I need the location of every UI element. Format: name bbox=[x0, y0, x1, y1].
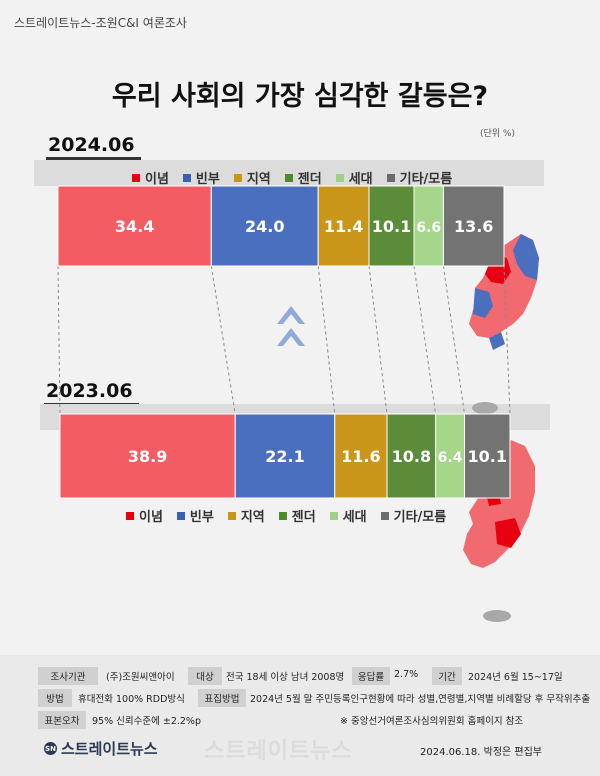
bar-value-label: 6.6 bbox=[416, 220, 441, 236]
brand-logo-icon: SN bbox=[44, 742, 57, 755]
bar-segment bbox=[210, 185, 319, 267]
response: 2.7% bbox=[394, 669, 419, 680]
legend-item: 기타/모름 bbox=[380, 506, 447, 525]
legend-swatch bbox=[227, 511, 236, 520]
legend-2024: 이념 빈부 지역 젠더 세대 기타/모름 bbox=[132, 168, 466, 187]
legend-label: 이념 bbox=[145, 172, 169, 187]
sampling: 2024년 5월 말 주민등록인구현황에 따라 성별,연령별,지역별 비례할당 … bbox=[250, 694, 591, 705]
connector-line bbox=[368, 265, 388, 415]
bar-segment bbox=[368, 185, 415, 267]
legend-swatch bbox=[132, 173, 140, 182]
bar-segment bbox=[442, 185, 505, 267]
bar-segment bbox=[317, 185, 370, 267]
legend-swatch bbox=[182, 173, 191, 182]
source-line: 스트레이트뉴스-조원C&I 여론조사 bbox=[14, 16, 187, 30]
legend-item: 세대 bbox=[335, 168, 373, 187]
connector-line bbox=[503, 265, 511, 415]
legend-label: 세대 bbox=[348, 172, 373, 187]
method: 휴대전화 100% RDD방식 bbox=[78, 694, 185, 705]
legend-label: 기타/모름 bbox=[399, 172, 453, 187]
bar-segment bbox=[57, 185, 212, 267]
legend-label: 기타/모름 bbox=[393, 510, 447, 525]
source-note: ※ 중앙선거여론조사심의위원회 홈페이지 참조 bbox=[340, 716, 524, 727]
bar-value-label: 10.1 bbox=[372, 217, 411, 236]
bar-segment bbox=[59, 413, 236, 499]
bar-segment bbox=[234, 413, 336, 499]
survey-org-label: 조사기관 bbox=[38, 667, 98, 685]
legend-swatch bbox=[126, 511, 134, 520]
legend-label: 지역 bbox=[246, 172, 271, 187]
bar-segment bbox=[413, 185, 444, 267]
bar-value-label: 38.9 bbox=[128, 447, 167, 466]
sampling-label: 표집방법 bbox=[198, 689, 246, 707]
connector-line bbox=[317, 265, 336, 415]
chart-title: 우리 사회의 가장 심각한 갈등은? bbox=[111, 81, 489, 112]
period: 2024년 6월 15~17일 bbox=[468, 672, 563, 683]
year-label-2024: 2024.06 bbox=[46, 134, 141, 160]
bar-value-label: 6.4 bbox=[438, 450, 463, 466]
bar-value-label: 10.1 bbox=[468, 447, 507, 466]
legend-label: 이념 bbox=[139, 510, 163, 525]
method-label: 방법 bbox=[38, 689, 72, 707]
brand-logo: SN 스트레이트뉴스 bbox=[44, 738, 158, 759]
legend-item: 빈부 bbox=[182, 168, 220, 187]
legend-item: 이념 bbox=[132, 168, 169, 187]
legend-item: 지역 bbox=[227, 506, 265, 525]
sampling-error: 95% 신뢰수준에 ±2.2%p bbox=[92, 716, 201, 727]
legend-swatch bbox=[329, 511, 338, 520]
bar-segment bbox=[464, 413, 511, 499]
stacked-bar-chart: 34.4 24.0 11.4 10.1 6.6 13.6 38.9 22.1 11.6 10.8 6… bbox=[57, 185, 511, 499]
legend-item: 젠더 bbox=[284, 168, 322, 187]
watermark: 스트레이트뉴스 bbox=[204, 739, 353, 764]
bar-value-label: 24.0 bbox=[245, 217, 284, 236]
bar-value-label: 22.1 bbox=[265, 447, 304, 466]
bar-value-label: 34.4 bbox=[115, 217, 154, 236]
connector-line bbox=[442, 265, 465, 415]
dateline: 2024.06.18. 박정은 편집부 bbox=[420, 747, 542, 758]
target: 전국 18세 이상 남녀 2008명 bbox=[226, 672, 345, 683]
bar-segment bbox=[435, 413, 466, 499]
legend-label: 젠더 bbox=[291, 510, 316, 525]
legend-label: 세대 bbox=[342, 510, 367, 525]
connector-line bbox=[413, 265, 437, 415]
bar-value-label: 10.8 bbox=[392, 447, 431, 466]
legend-swatch bbox=[278, 511, 287, 520]
legend-label: 지역 bbox=[240, 510, 265, 525]
response-label: 응답률 bbox=[352, 667, 390, 685]
period-label: 기간 bbox=[432, 667, 462, 685]
legend-swatch bbox=[380, 511, 389, 520]
legend-swatch bbox=[176, 511, 185, 520]
target-label: 대상 bbox=[188, 667, 222, 685]
bar-value-label: 11.6 bbox=[341, 447, 380, 466]
error-label: 표본오차 bbox=[38, 711, 86, 729]
legend-swatch bbox=[335, 173, 344, 182]
legend-item: 이념 bbox=[126, 506, 163, 525]
legend-item: 빈부 bbox=[176, 506, 214, 525]
legend-label: 젠더 bbox=[297, 172, 322, 187]
legend-item: 기타/모름 bbox=[386, 168, 453, 187]
legend-swatch bbox=[386, 173, 395, 182]
double-chevron-up-icon bbox=[277, 306, 305, 346]
bar-value-label: 13.6 bbox=[454, 217, 493, 236]
bar-value-label: 11.4 bbox=[324, 217, 363, 236]
legend-swatch bbox=[233, 173, 242, 182]
legend-label: 빈부 bbox=[189, 510, 214, 525]
connector-line bbox=[57, 265, 61, 415]
survey-org: (주)조원씨앤아이 bbox=[106, 672, 175, 683]
unit-label: (단위 %) bbox=[480, 129, 515, 139]
brand-name: 스트레이트뉴스 bbox=[61, 740, 158, 758]
legend-band-2024 bbox=[34, 160, 544, 186]
legend-swatch bbox=[284, 173, 293, 182]
connector-line bbox=[210, 265, 236, 415]
jeju-island-icon bbox=[472, 402, 498, 414]
survey-info-footer: 조사기관 (주)조원씨앤아이 대상 전국 18세 이상 남녀 2008명 응답률… bbox=[0, 655, 600, 776]
legend-item: 젠더 bbox=[278, 506, 316, 525]
legend-item: 세대 bbox=[329, 506, 367, 525]
legend-item: 지역 bbox=[233, 168, 271, 187]
legend-label: 빈부 bbox=[195, 172, 220, 187]
legend-2023: 이념 빈부 지역 젠더 세대 기타/모름 bbox=[126, 506, 460, 525]
